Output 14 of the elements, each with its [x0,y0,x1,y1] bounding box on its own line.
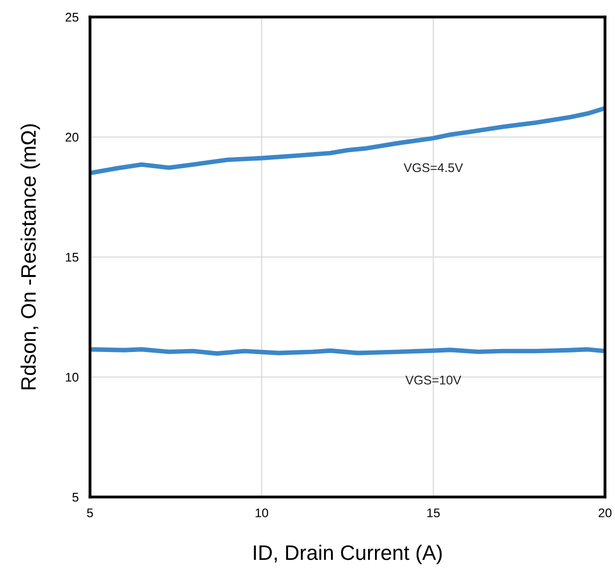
line-series [90,106,605,176]
x-tick-label: 15 [427,508,440,518]
series-label: VGS=4.5V [404,163,463,172]
y-tick-label: 10 [66,372,78,382]
y-tick-label: 25 [66,12,78,22]
y-axis-title: Rdson, On -Resistance (mΩ) [20,124,40,390]
y-tick-label: 15 [66,252,78,262]
x-tick-label: 5 [87,508,93,518]
y-tick-label: 20 [66,132,78,142]
x-tick-label: 20 [598,508,612,518]
y-tick-label: 5 [72,492,78,502]
series-label: VGS=10V [405,376,462,385]
x-axis-title: ID, Drain Current (A) [254,544,442,564]
x-tick-label: 10 [256,508,268,518]
